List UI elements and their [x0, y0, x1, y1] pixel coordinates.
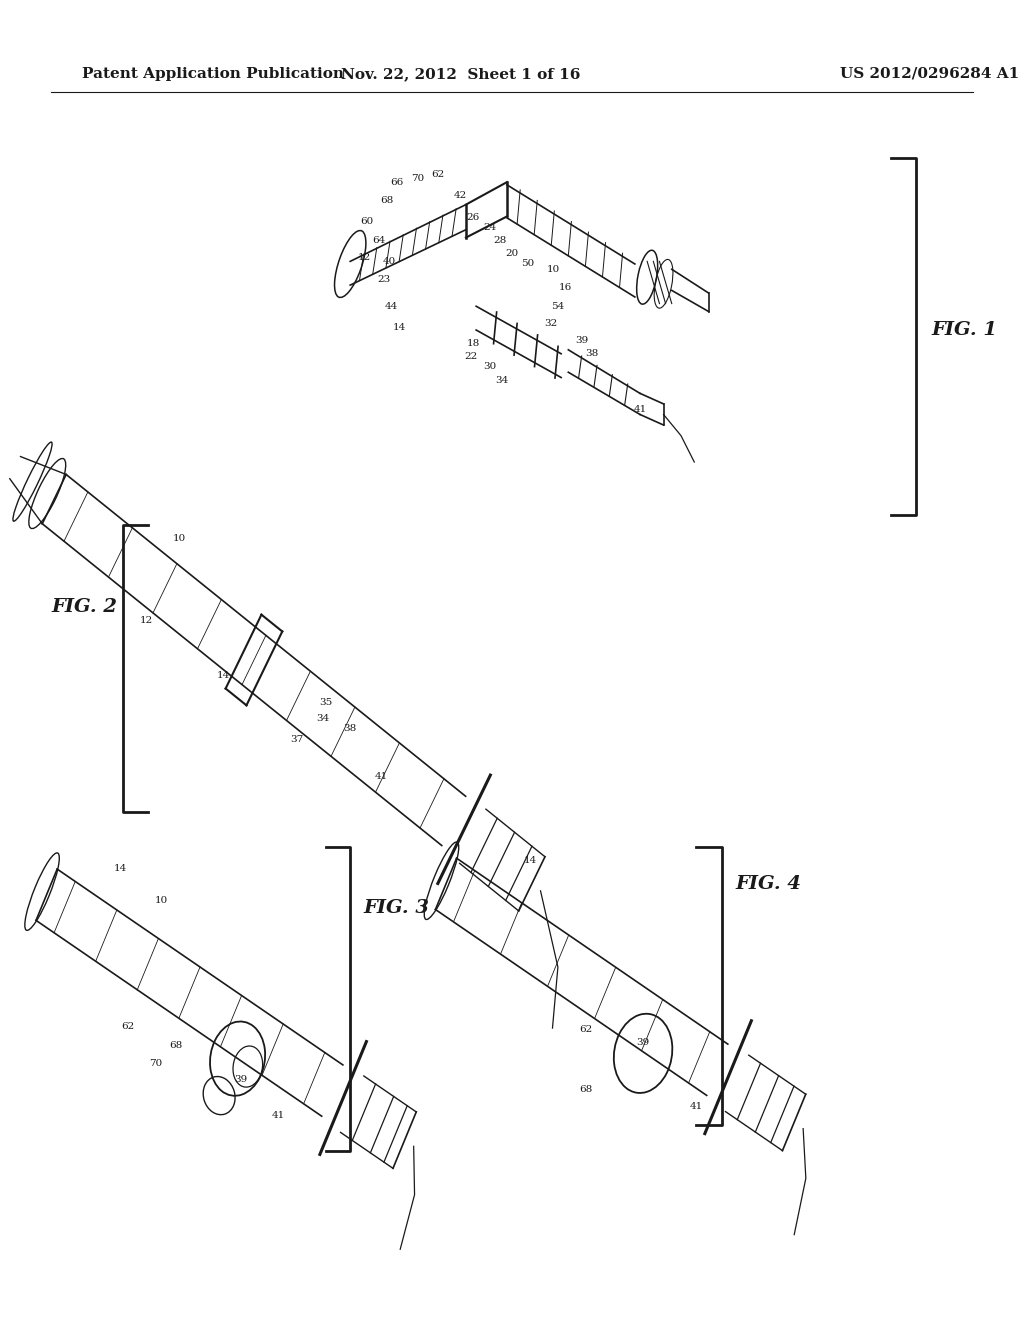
Text: US 2012/0296284 A1: US 2012/0296284 A1 [840, 67, 1019, 81]
Text: 41: 41 [375, 772, 387, 780]
Text: Nov. 22, 2012  Sheet 1 of 16: Nov. 22, 2012 Sheet 1 of 16 [341, 67, 581, 81]
Text: FIG. 1: FIG. 1 [932, 321, 997, 339]
Text: 14: 14 [524, 857, 537, 865]
Text: FIG. 4: FIG. 4 [735, 875, 801, 894]
Text: 39: 39 [637, 1039, 649, 1047]
Text: 54: 54 [552, 302, 564, 310]
Text: 30: 30 [483, 363, 496, 371]
Text: 14: 14 [115, 865, 127, 873]
Text: 41: 41 [634, 405, 646, 413]
Text: 40: 40 [383, 257, 395, 265]
Text: 10: 10 [547, 265, 559, 273]
Text: 68: 68 [381, 197, 393, 205]
Text: 68: 68 [170, 1041, 182, 1049]
Text: 18: 18 [467, 339, 479, 347]
Text: 39: 39 [234, 1076, 247, 1084]
Text: 44: 44 [385, 302, 397, 310]
Text: 70: 70 [150, 1060, 162, 1068]
Text: 23: 23 [378, 276, 390, 284]
Text: 10: 10 [173, 535, 185, 543]
Text: 14: 14 [217, 672, 229, 680]
Text: 50: 50 [521, 260, 534, 268]
Text: FIG. 2: FIG. 2 [51, 598, 117, 616]
Text: 38: 38 [586, 350, 598, 358]
Text: 26: 26 [467, 214, 479, 222]
Text: 42: 42 [455, 191, 467, 199]
Text: 62: 62 [432, 170, 444, 178]
Text: 34: 34 [316, 714, 329, 722]
Text: 62: 62 [122, 1023, 134, 1031]
Text: 10: 10 [156, 896, 168, 904]
Text: 34: 34 [496, 376, 508, 384]
Text: Patent Application Publication: Patent Application Publication [82, 67, 344, 81]
Text: 12: 12 [358, 253, 371, 261]
Text: 68: 68 [580, 1085, 592, 1093]
Text: FIG. 3: FIG. 3 [364, 899, 429, 917]
Text: 38: 38 [344, 725, 356, 733]
Text: 62: 62 [580, 1026, 592, 1034]
Text: 41: 41 [272, 1111, 285, 1119]
Text: 37: 37 [291, 735, 303, 743]
Text: 16: 16 [559, 284, 571, 292]
Text: 22: 22 [465, 352, 477, 360]
Text: 64: 64 [373, 236, 385, 244]
Text: 60: 60 [360, 218, 373, 226]
Text: 39: 39 [575, 337, 588, 345]
Text: 20: 20 [506, 249, 518, 257]
Text: 12: 12 [140, 616, 153, 624]
Text: 14: 14 [393, 323, 406, 331]
Text: 41: 41 [690, 1102, 702, 1110]
Text: 24: 24 [483, 223, 496, 231]
Text: 32: 32 [545, 319, 557, 327]
Text: 35: 35 [319, 698, 332, 706]
Text: 70: 70 [412, 174, 424, 182]
Text: 28: 28 [494, 236, 506, 244]
Text: 66: 66 [391, 178, 403, 186]
